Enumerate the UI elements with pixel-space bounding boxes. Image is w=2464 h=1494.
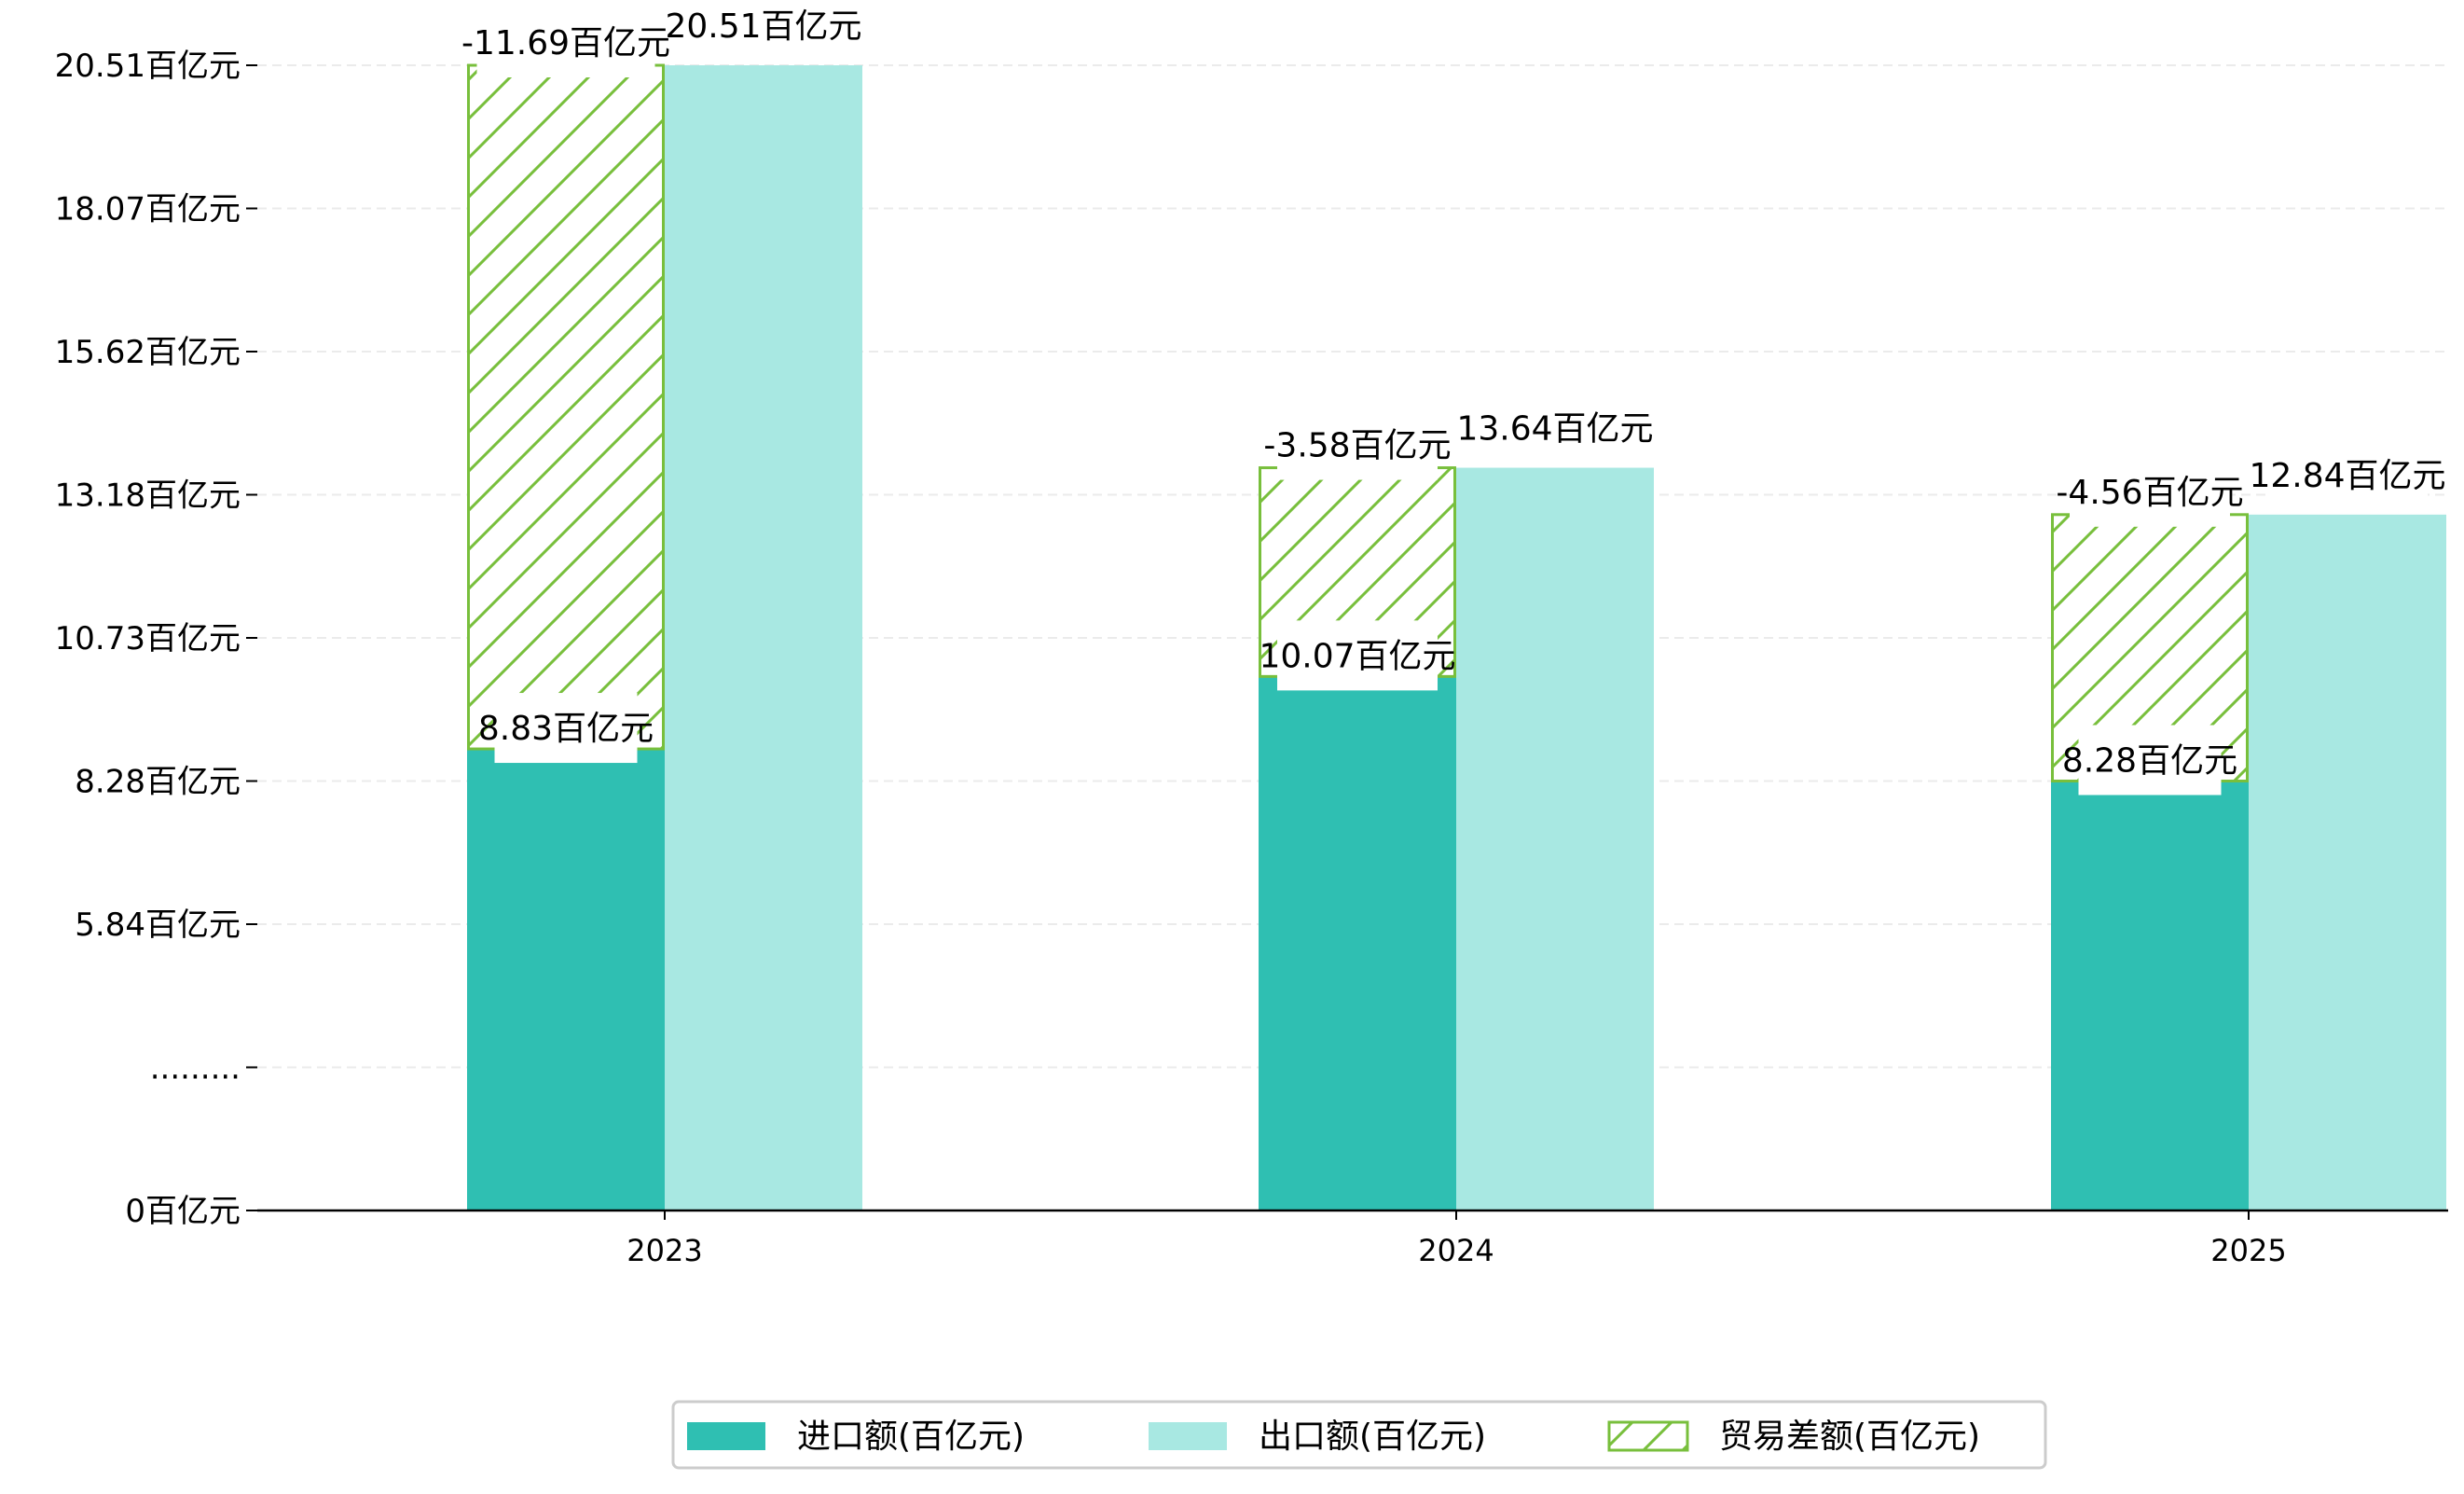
legend-swatch xyxy=(687,1422,765,1450)
y-tick-label: 15.62百亿元 xyxy=(55,334,241,371)
label-background xyxy=(494,693,638,764)
label-background xyxy=(1277,620,1438,691)
export-value-label: 20.51百亿元 xyxy=(665,0,862,61)
export-bar xyxy=(1456,467,1654,1210)
legend-swatch xyxy=(1149,1422,1227,1450)
y-tick-label: 0百亿元 xyxy=(125,1193,241,1230)
import-value-label: 8.83百亿元 xyxy=(478,693,654,764)
label-background xyxy=(2070,456,2230,527)
label-background xyxy=(2267,439,2428,510)
x-tick-label: 2023 xyxy=(626,1233,702,1268)
export-value-label: 12.84百亿元 xyxy=(2249,439,2446,510)
label-background xyxy=(1277,409,1438,480)
bars xyxy=(467,63,2446,1210)
x-tick-label: 2025 xyxy=(2210,1233,2286,1268)
label-background xyxy=(476,7,655,77)
export-bar xyxy=(665,65,862,1210)
y-tick-label: 13.18百亿元 xyxy=(55,477,241,515)
legend: 进口额(百亿元) 出口额(百亿元) 贸易差额(百亿元) xyxy=(671,1400,2047,1470)
label-text: 13.64百亿元 xyxy=(1456,410,1653,449)
import-bar xyxy=(2051,781,2249,1210)
x-tick-label: 2024 xyxy=(1418,1233,1494,1268)
legend-label: 出口额(百亿元) xyxy=(1259,1418,1486,1456)
data-labels: 20.51百亿元-11.69百亿元 8.83百亿元 13.64百亿元-3.58百亿元… xyxy=(461,0,2446,795)
legend-item: 出口额(百亿元) xyxy=(1149,1418,1486,1456)
label-text: 8.83百亿元 xyxy=(478,710,654,748)
legend-item: 进口额(百亿元) xyxy=(687,1418,1025,1456)
y-tick-label: 18.07百亿元 xyxy=(55,191,241,228)
import-bar xyxy=(1259,676,1456,1210)
trade-balance-value-label: -3.58百亿元 xyxy=(1263,409,1452,480)
legend-item: 贸易差额(百亿元) xyxy=(1607,1418,1980,1456)
label-text: -11.69百亿元 xyxy=(461,24,670,62)
label-text: 10.07百亿元 xyxy=(1259,637,1455,675)
label-text: 20.51百亿元 xyxy=(665,7,861,46)
y-tick-label: 10.73百亿元 xyxy=(55,620,241,657)
label-background xyxy=(2078,725,2222,795)
legend-label: 进口额(百亿元) xyxy=(797,1418,1025,1456)
y-tick-label: 20.51百亿元 xyxy=(55,48,241,85)
label-text: -4.56百亿元 xyxy=(2056,474,2243,512)
trade-balance-value-label: -4.56百亿元 xyxy=(2056,456,2244,527)
axes: 0百亿元......... 5.84百亿元 8.28百亿元 10.73百亿元 13.18… xyxy=(55,48,2448,1268)
trade-balance-value-label: -11.69百亿元 xyxy=(461,7,670,77)
y-tick-label: 8.28百亿元 xyxy=(75,764,241,801)
label-text: 8.28百亿元 xyxy=(2062,742,2237,781)
legend-box xyxy=(671,1400,2047,1470)
export-bar xyxy=(2249,514,2446,1210)
trade-balance-bar xyxy=(467,63,665,751)
export-value-label: 13.64百亿元 xyxy=(1456,393,1654,463)
import-bar xyxy=(467,749,665,1210)
label-background xyxy=(1475,393,1635,463)
label-text: 12.84百亿元 xyxy=(2249,457,2445,495)
import-value-label: 8.28百亿元 xyxy=(2062,725,2237,795)
legend-swatch xyxy=(1607,1420,1689,1452)
import-value-label: 10.07百亿元 xyxy=(1259,620,1456,691)
legend-label: 贸易差额(百亿元) xyxy=(1719,1418,1980,1456)
y-tick-label: ......... xyxy=(150,1050,241,1087)
label-background xyxy=(683,0,844,61)
y-tick-label: 5.84百亿元 xyxy=(75,906,241,944)
label-text: -3.58百亿元 xyxy=(1263,427,1451,465)
